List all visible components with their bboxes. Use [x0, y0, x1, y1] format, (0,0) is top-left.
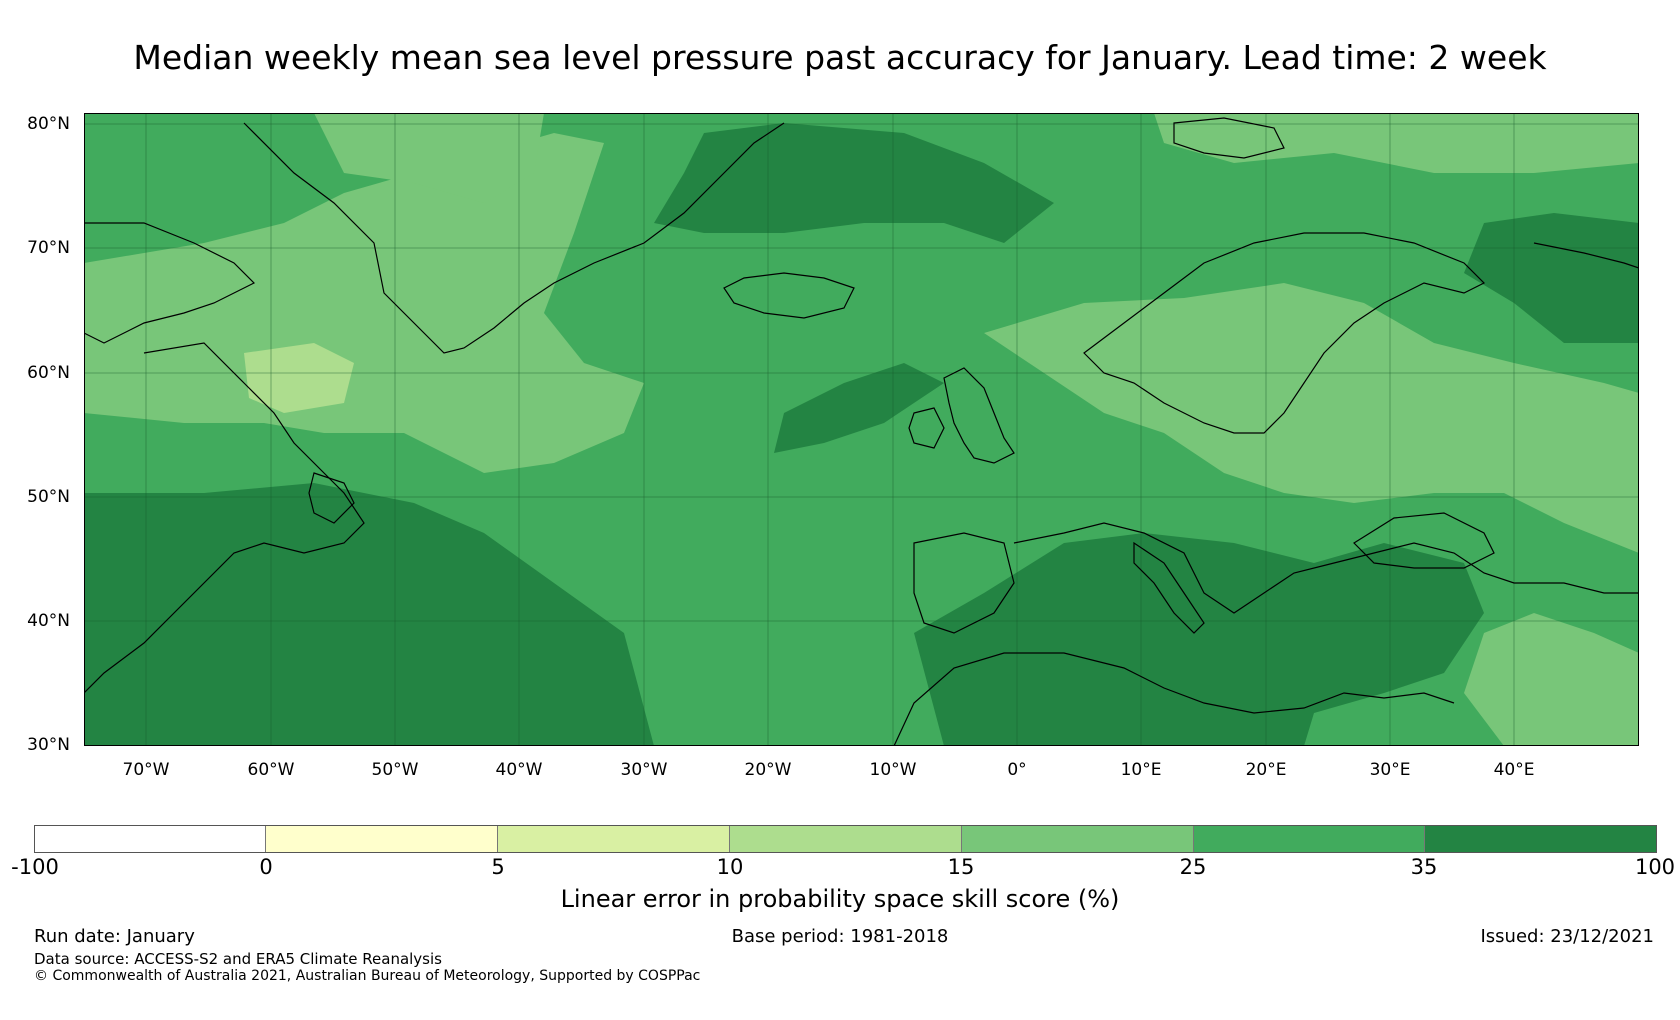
- coast-europe-south: [1013, 522, 1639, 614]
- lat-label-30n: 30°N: [27, 735, 70, 755]
- coastlines: [84, 117, 1639, 746]
- coast-scandinavia: [1083, 232, 1486, 434]
- skill-region-labrador: [84, 133, 644, 473]
- lon-label-20e: 20°E: [1245, 760, 1287, 780]
- colorbar-tick: 35: [1410, 855, 1438, 879]
- issued-date: Issued: 23/12/2021: [1480, 926, 1654, 947]
- lon-label-10e: 10°E: [1120, 760, 1162, 780]
- chart-title: Median weekly mean sea level pressure pa…: [133, 38, 1547, 77]
- lon-label-40e: 40°E: [1493, 760, 1535, 780]
- skill-region-barents: [1464, 213, 1639, 343]
- skill-region-arctic: [314, 113, 544, 203]
- colorbar-segment: [35, 826, 266, 852]
- coast-labrador: [84, 342, 365, 694]
- lat-label-50n: 50°N: [27, 487, 70, 507]
- colorbar-segment: [498, 826, 730, 852]
- lon-label-20w: 20°W: [744, 760, 792, 780]
- colorbar-label: Linear error in probability space skill …: [560, 885, 1120, 913]
- coast-iceland: [723, 272, 855, 319]
- colorbar-tick: 100: [1634, 855, 1676, 879]
- coast-british-isles: [943, 367, 1015, 464]
- lat-label-80n: 80°N: [27, 114, 70, 134]
- colorbar-tick: 5: [491, 855, 505, 879]
- coast-greenland: [243, 122, 785, 354]
- skill-score-map: [84, 113, 1639, 746]
- lon-label-70w: 70°W: [122, 760, 170, 780]
- lat-label-60n: 60°N: [27, 363, 70, 383]
- colorbar-segment: [1194, 826, 1425, 852]
- skill-region-svalbard: [1154, 113, 1639, 173]
- base-period: Base period: 1981-2018: [731, 926, 949, 947]
- lon-label-50w: 50°W: [371, 760, 419, 780]
- coast-black-sea: [1353, 512, 1495, 569]
- data-source: Data source: ACCESS-S2 and ERA5 Climate …: [34, 950, 442, 968]
- coast-svalbard: [1173, 117, 1285, 159]
- skill-region-mediterranean: [914, 533, 1484, 746]
- colorbar-segment: [962, 826, 1194, 852]
- colorbar-tick: 15: [947, 855, 975, 879]
- colorbar-segment: [266, 826, 498, 852]
- lon-label-60w: 60°W: [247, 760, 295, 780]
- colorbar-segment: [1425, 826, 1656, 852]
- lat-label-40n: 40°N: [27, 611, 70, 631]
- skill-region-middle-east: [1464, 613, 1639, 746]
- skill-region-greenland-sea: [654, 123, 1054, 243]
- skill-region-west-atlantic: [84, 483, 654, 746]
- colorbar-tick: -100: [11, 855, 59, 879]
- colorbar-tick: 0: [259, 855, 273, 879]
- copyright: © Commonwealth of Australia 2021, Austra…: [34, 968, 701, 984]
- lat-label-70n: 70°N: [27, 238, 70, 258]
- skill-region-north-atlantic-band: [774, 363, 944, 453]
- coast-ireland: [908, 407, 945, 449]
- skill-region-light-patch: [244, 343, 354, 413]
- coast-newfoundland: [308, 472, 355, 524]
- colorbar: [34, 825, 1657, 853]
- colorbar-tick: 25: [1179, 855, 1207, 879]
- lon-label-30e: 30°E: [1369, 760, 1411, 780]
- skill-region-scandinavia: [984, 283, 1639, 553]
- coast-north-africa: [893, 652, 1455, 746]
- run-date: Run date: January: [34, 926, 195, 947]
- lon-label-10w: 10°W: [869, 760, 917, 780]
- coast-italy: [1133, 541, 1205, 634]
- lon-label-30w: 30°W: [620, 760, 668, 780]
- lon-label-0: 0°: [1007, 760, 1027, 780]
- coast-novaya-zemlya: [1533, 242, 1639, 269]
- coast-iberia: [913, 532, 1015, 634]
- lon-label-40w: 40°W: [495, 760, 543, 780]
- colorbar-tick: 10: [716, 855, 744, 879]
- coast-baffin: [84, 222, 256, 344]
- colorbar-segment: [730, 826, 962, 852]
